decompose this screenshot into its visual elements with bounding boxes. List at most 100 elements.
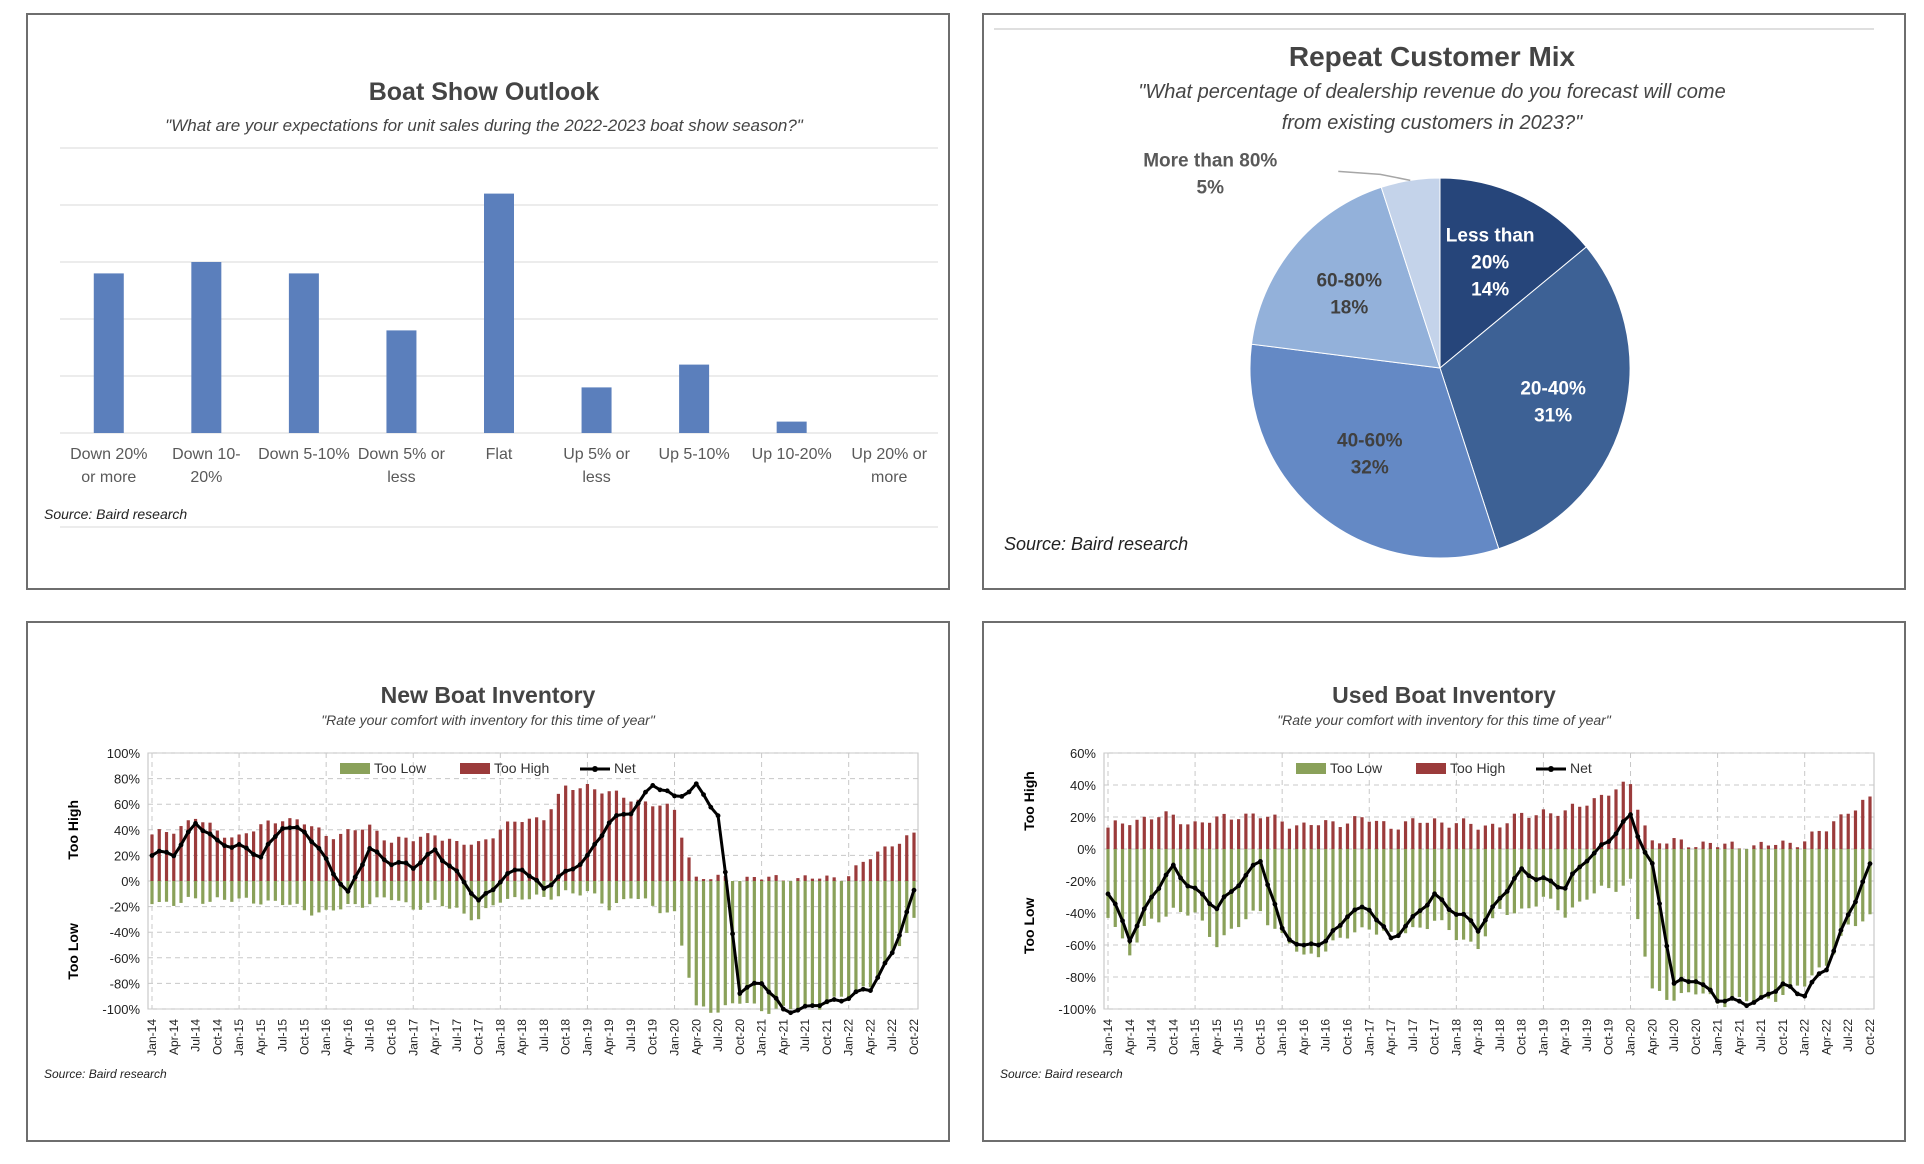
bar-too-high — [1229, 819, 1233, 849]
net-point — [1192, 885, 1198, 891]
bar-too-high — [1374, 820, 1379, 849]
net-point — [1700, 982, 1706, 988]
bar-too-low — [1418, 849, 1422, 928]
chart-subtitle: "What are your expectations for unit sal… — [165, 116, 804, 135]
bar-too-high — [1491, 823, 1495, 849]
net-point — [541, 885, 547, 891]
pie-label: 32% — [1351, 457, 1389, 478]
net-point — [1824, 967, 1829, 973]
chart-title: Repeat Customer Mix — [1289, 41, 1576, 72]
bar-too-high — [360, 829, 365, 881]
bar-too-low — [397, 881, 401, 901]
y-tick-label: -60% — [110, 951, 141, 966]
bar-too-high — [1251, 813, 1255, 849]
net-point — [1417, 908, 1423, 914]
bar-too-high — [1149, 819, 1154, 849]
y-tick-label: -40% — [110, 925, 141, 940]
bar-too-low — [252, 881, 256, 904]
x-tick-label: Oct-20 — [733, 1019, 747, 1055]
x-tick-label: Up 5% or — [563, 446, 630, 463]
bar-too-high — [1788, 842, 1792, 849]
bar-too-low — [157, 881, 161, 902]
x-tick-label: Oct-21 — [1776, 1019, 1790, 1055]
bar-too-high — [1135, 819, 1139, 849]
bar-too-low — [310, 881, 314, 916]
bar-too-high — [1469, 823, 1473, 849]
x-tick-label: Jan-21 — [1711, 1019, 1725, 1056]
bar-too-low — [1316, 849, 1321, 958]
bar-too-low — [1628, 849, 1633, 879]
net-point — [1330, 928, 1336, 933]
bar-too-high — [244, 833, 248, 881]
bar-too-high — [179, 826, 183, 881]
bar-too-low — [288, 881, 292, 905]
x-tick-label: Oct-14 — [210, 1019, 224, 1055]
bar-too-high — [469, 844, 473, 881]
chart-source: Source: Baird research — [1000, 1067, 1123, 1081]
net-point — [483, 890, 489, 896]
net-point — [519, 867, 525, 873]
net-point — [1577, 864, 1583, 870]
bar-too-low — [244, 881, 248, 898]
bar — [191, 262, 222, 433]
net-point — [1584, 858, 1590, 864]
bar-too-low — [876, 881, 880, 979]
y-tick-label: 60% — [1070, 746, 1096, 761]
bar-too-high — [1447, 827, 1451, 849]
net-point — [309, 839, 315, 845]
bar-too-low — [1345, 849, 1350, 939]
net-point — [693, 781, 699, 787]
net-point — [1214, 906, 1220, 912]
bar-too-high — [1563, 810, 1567, 849]
net-point — [389, 862, 394, 868]
net-point — [272, 834, 278, 839]
bar-too-low — [890, 881, 894, 955]
net-point — [1780, 981, 1786, 987]
bar-too-low — [1403, 849, 1408, 934]
bar-too-low — [1853, 849, 1858, 927]
legend-swatch-too-high — [460, 763, 490, 774]
bar-too-high — [288, 818, 292, 881]
legend-label-net: Net — [1570, 760, 1592, 776]
bar-too-low — [847, 881, 851, 998]
bar-too-high — [1389, 828, 1393, 849]
bar-too-high — [876, 851, 880, 881]
net-point — [1185, 883, 1191, 889]
boat-show-outlook-panel: Boat Show Outlook "What are your expecta… — [26, 13, 950, 590]
net-point — [1490, 904, 1496, 910]
bar-too-low — [1607, 849, 1611, 889]
bar-too-low — [193, 881, 198, 899]
bar-too-low — [680, 881, 684, 946]
x-tick-label: more — [871, 469, 908, 486]
bar-too-high — [535, 817, 539, 881]
net-point — [1178, 875, 1183, 881]
bar-too-low — [1374, 849, 1379, 935]
plot-frame — [1103, 752, 1875, 1010]
bar-too-low — [1302, 849, 1306, 955]
bar-too-low — [1643, 849, 1647, 957]
bar-too-high — [520, 822, 524, 881]
legend-label-too-high: Too High — [494, 760, 549, 776]
x-tick-label: Down 10- — [172, 446, 240, 463]
bar-too-high — [1367, 821, 1371, 849]
net-point — [802, 1003, 808, 1009]
net-point — [251, 852, 256, 857]
bar-too-high — [564, 785, 568, 881]
used-boat-inventory-panel: Used Boat Inventory "Rate your comfort w… — [982, 621, 1906, 1142]
net-point — [1279, 925, 1285, 931]
bar-too-low — [186, 881, 190, 897]
net-point — [1628, 812, 1633, 818]
leader-line — [1338, 170, 1411, 182]
net-point — [360, 862, 365, 868]
bar-too-high — [186, 820, 190, 881]
net-point — [280, 826, 286, 831]
bar-too-low — [1149, 849, 1154, 919]
bar-too-low — [164, 881, 169, 902]
bar-too-low — [498, 881, 502, 903]
net-point — [1642, 849, 1648, 855]
bar-too-low — [643, 881, 648, 899]
net-point — [664, 788, 670, 794]
bar-too-high — [1810, 831, 1814, 849]
y-tick-label: 40% — [1070, 778, 1096, 793]
bar-too-high — [201, 822, 205, 881]
